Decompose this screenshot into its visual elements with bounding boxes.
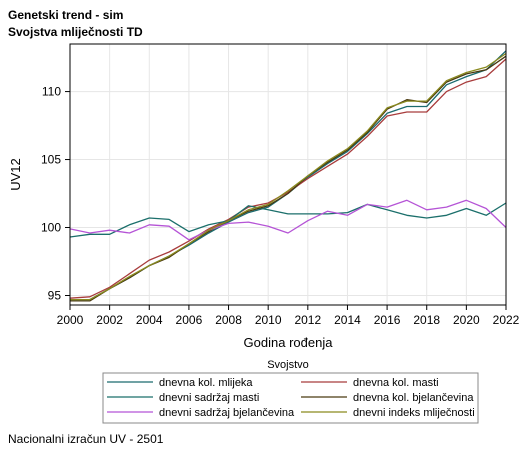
x-tick-label: 2004 [136, 313, 163, 327]
plot-frame [69, 43, 507, 306]
legend-label-2: dnevna kol. masti [353, 377, 439, 389]
y-tick-label: 95 [48, 288, 62, 302]
legend-label-6: dnevni indeks mliječnosti [353, 407, 475, 419]
y-axis-label: UV12 [8, 158, 23, 191]
series-line-4 [70, 55, 507, 302]
y-tick-label: 100 [41, 221, 61, 235]
legend-box [102, 372, 479, 424]
x-tick-label: 2006 [176, 313, 203, 327]
series-line-5 [69, 199, 507, 241]
x-tick-label: 2008 [215, 313, 242, 327]
legend-label-5: dnevni sadržaj bjelančevina [159, 407, 295, 419]
x-tick-label: 2016 [374, 313, 401, 327]
x-tick-label: 2022 [493, 313, 520, 327]
y-tick-label: 110 [42, 85, 61, 99]
x-tick-label: 2020 [453, 313, 480, 327]
series-line-3 [69, 202, 507, 238]
series-lines [69, 50, 507, 302]
chart-title: Genetski trend - sim [8, 8, 124, 22]
x-tick-label: 2002 [96, 313, 123, 327]
y-tick-label: 105 [41, 153, 61, 167]
legend-label-4: dnevna kol. bjelančevina [353, 392, 474, 404]
x-axis: 2000 2002 2004 2006 2008 2010 2012 2014 2016 2018… [57, 305, 520, 327]
x-tick-label: 2012 [294, 313, 321, 327]
legend-label-3: dnevni sadržaj masti [159, 392, 259, 404]
legend-title: Svojstvo [267, 359, 309, 371]
chart-subtitle: Svojstva mliječnosti TD [8, 25, 143, 39]
footnote: Nacionalni izračun UV - 2501 [8, 432, 164, 446]
series-line-6 [70, 52, 507, 301]
x-tick-label: 2018 [413, 313, 440, 327]
x-tick-label: 2000 [57, 313, 84, 327]
x-tick-label: 2014 [334, 313, 361, 327]
legend: Svojstvo dnevna kol. mlijeka dnevna kol. … [102, 359, 479, 424]
legend-label-1: dnevna kol. mlijeka [159, 377, 253, 389]
y-axis: 95 100 105 110 [41, 85, 70, 302]
series-line-2 [69, 58, 507, 299]
grid-lines [69, 44, 507, 305]
x-tick-label: 2010 [255, 313, 282, 327]
x-axis-label: Godina rođenja [244, 335, 334, 350]
